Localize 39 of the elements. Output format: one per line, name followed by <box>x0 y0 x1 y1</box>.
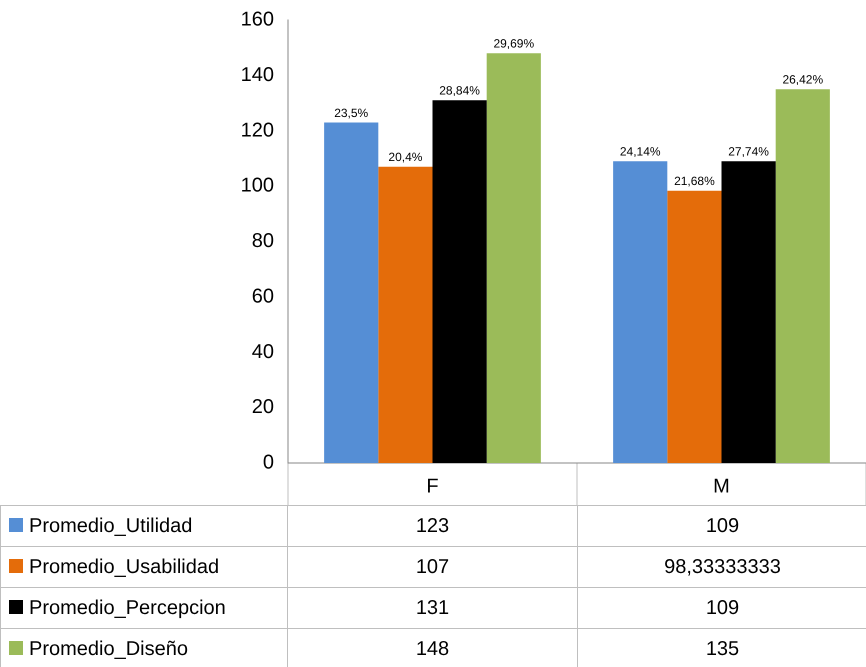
bar <box>324 122 378 463</box>
y-tick-label: 100 <box>240 174 274 197</box>
legend-label: Promedio_Utilidad <box>29 514 192 536</box>
bar <box>613 161 668 463</box>
data-label: 98,33333333 <box>578 546 866 588</box>
data-label: 131 <box>288 588 578 628</box>
y-tick-label: 0 <box>262 452 274 474</box>
bar <box>722 161 776 463</box>
annotation: 20,4% <box>388 150 423 164</box>
data-label: 123 <box>288 506 578 546</box>
y-tick-label: 160 <box>240 8 274 31</box>
bar <box>378 166 432 463</box>
annotation: 29,69% <box>493 36 534 51</box>
legend-label: Promedio_Percepcion <box>29 596 226 618</box>
annotation: 21,68% <box>674 174 716 188</box>
data-label: 148 <box>288 628 578 667</box>
legend-label: Promedio_Diseño <box>29 638 188 660</box>
y-tick-label: 80 <box>252 230 274 252</box>
bar <box>667 190 722 463</box>
y-tick-label: 120 <box>240 119 274 142</box>
x-tick-label: M <box>713 476 730 498</box>
bar <box>486 53 541 463</box>
y-tick-label: 20 <box>252 396 274 418</box>
x-tick-label: F <box>426 476 439 498</box>
data-label: 109 <box>578 506 866 546</box>
data-label: 135 <box>578 628 866 667</box>
y-tick-label: 60 <box>252 285 274 308</box>
annotation: 24,14% <box>620 144 661 159</box>
legend-label: Promedio_Usabilidad <box>29 556 220 578</box>
bar <box>776 89 830 463</box>
data-label: 107 <box>288 546 578 588</box>
y-tick-label: 40 <box>252 340 274 363</box>
bar <box>432 100 487 463</box>
data-label: 109 <box>578 588 866 628</box>
annotation: 23,5% <box>334 106 369 120</box>
annotation: 26,42% <box>782 72 824 87</box>
y-tick-label: 140 <box>240 64 274 86</box>
annotation: 27,74% <box>728 144 770 159</box>
annotation: 28,84% <box>439 84 480 98</box>
